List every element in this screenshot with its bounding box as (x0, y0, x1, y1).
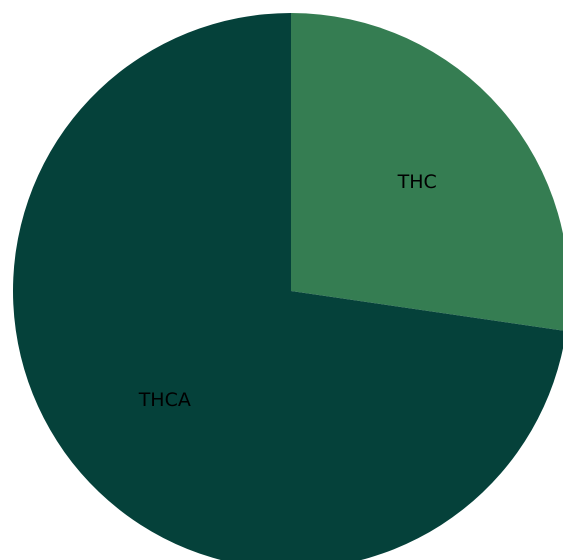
pie-slice-thca (13, 13, 563, 560)
pie-slices (13, 13, 563, 560)
pie-label-thca: THCA (138, 389, 191, 411)
pie-labels: THC THCA (138, 171, 437, 411)
pie-label-thc: THC (397, 171, 437, 193)
pie-slice-thc (291, 13, 563, 331)
